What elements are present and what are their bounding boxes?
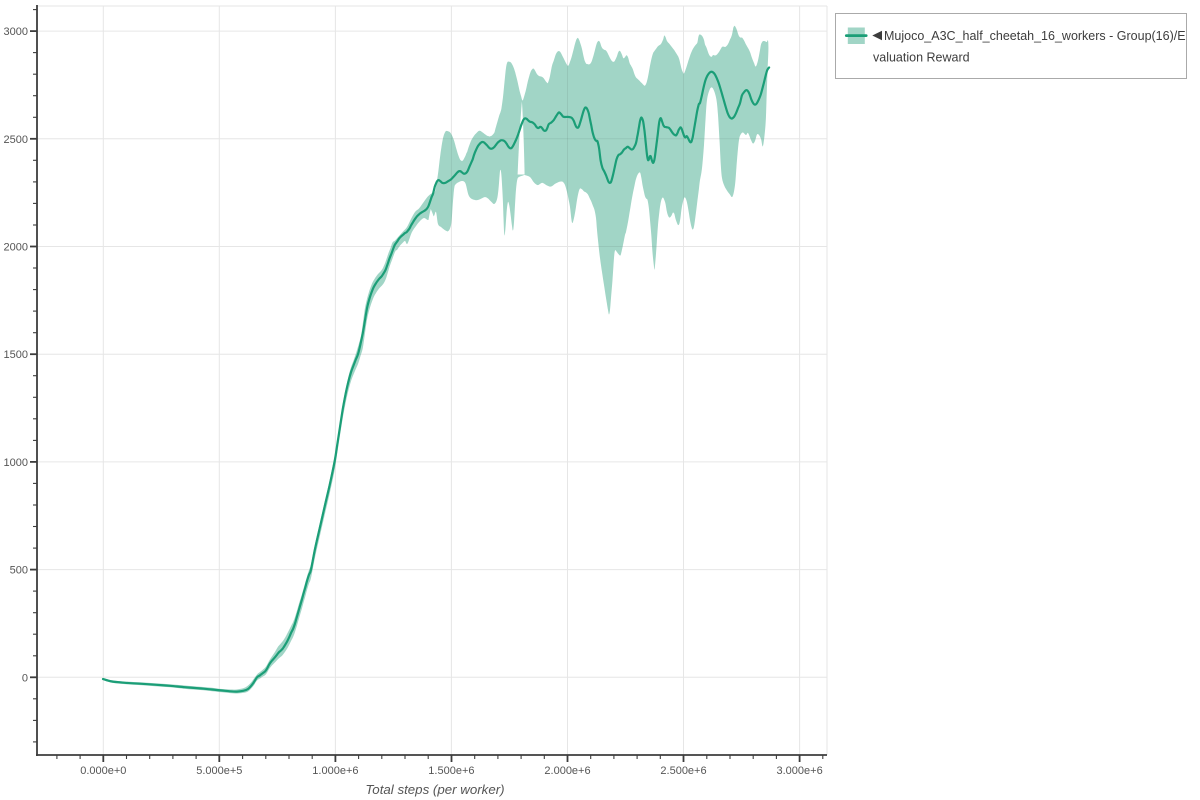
svg-text:1.500e+6: 1.500e+6 [428,765,474,777]
svg-text:2.000e+6: 2.000e+6 [544,765,590,777]
svg-text:3.000e+6: 3.000e+6 [777,765,823,777]
svg-text:1.000e+6: 1.000e+6 [312,765,358,777]
svg-text:2500: 2500 [4,134,28,146]
svg-text:valuation Reward: valuation Reward [873,51,970,65]
svg-text:1500: 1500 [4,349,28,361]
svg-text:Mujoco_A3C_half_cheetah_16_wor: Mujoco_A3C_half_cheetah_16_workers - Gro… [884,29,1186,43]
svg-text:0.000e+0: 0.000e+0 [80,765,126,777]
svg-text:1000: 1000 [4,457,28,469]
svg-text:3000: 3000 [4,26,28,38]
svg-text:2.500e+6: 2.500e+6 [660,765,706,777]
svg-text:500: 500 [10,565,28,577]
svg-text:Total steps (per worker): Total steps (per worker) [365,782,504,797]
svg-text:2000: 2000 [4,242,28,254]
svg-text:5.000e+5: 5.000e+5 [196,765,242,777]
svg-text:0: 0 [22,672,28,684]
